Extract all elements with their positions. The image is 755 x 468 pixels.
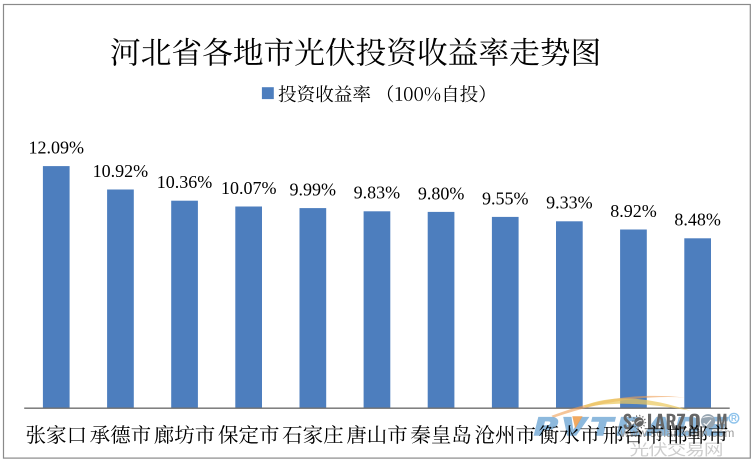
svg-text:R: R [731, 414, 737, 423]
svg-text:9.83%: 9.83% [354, 183, 401, 203]
svg-text:8.92%: 8.92% [610, 201, 657, 221]
svg-text:10.36%: 10.36% [157, 172, 213, 192]
svg-text:12.09%: 12.09% [29, 138, 85, 158]
svg-text:9.99%: 9.99% [290, 180, 337, 200]
svg-text:9.55%: 9.55% [482, 188, 529, 208]
svg-text:9.33%: 9.33% [546, 193, 593, 213]
svg-text:9.80%: 9.80% [418, 183, 465, 203]
svg-text:8.48%: 8.48% [674, 210, 721, 230]
svg-text:10.07%: 10.07% [221, 178, 277, 198]
svg-text:10.92%: 10.92% [93, 161, 149, 181]
